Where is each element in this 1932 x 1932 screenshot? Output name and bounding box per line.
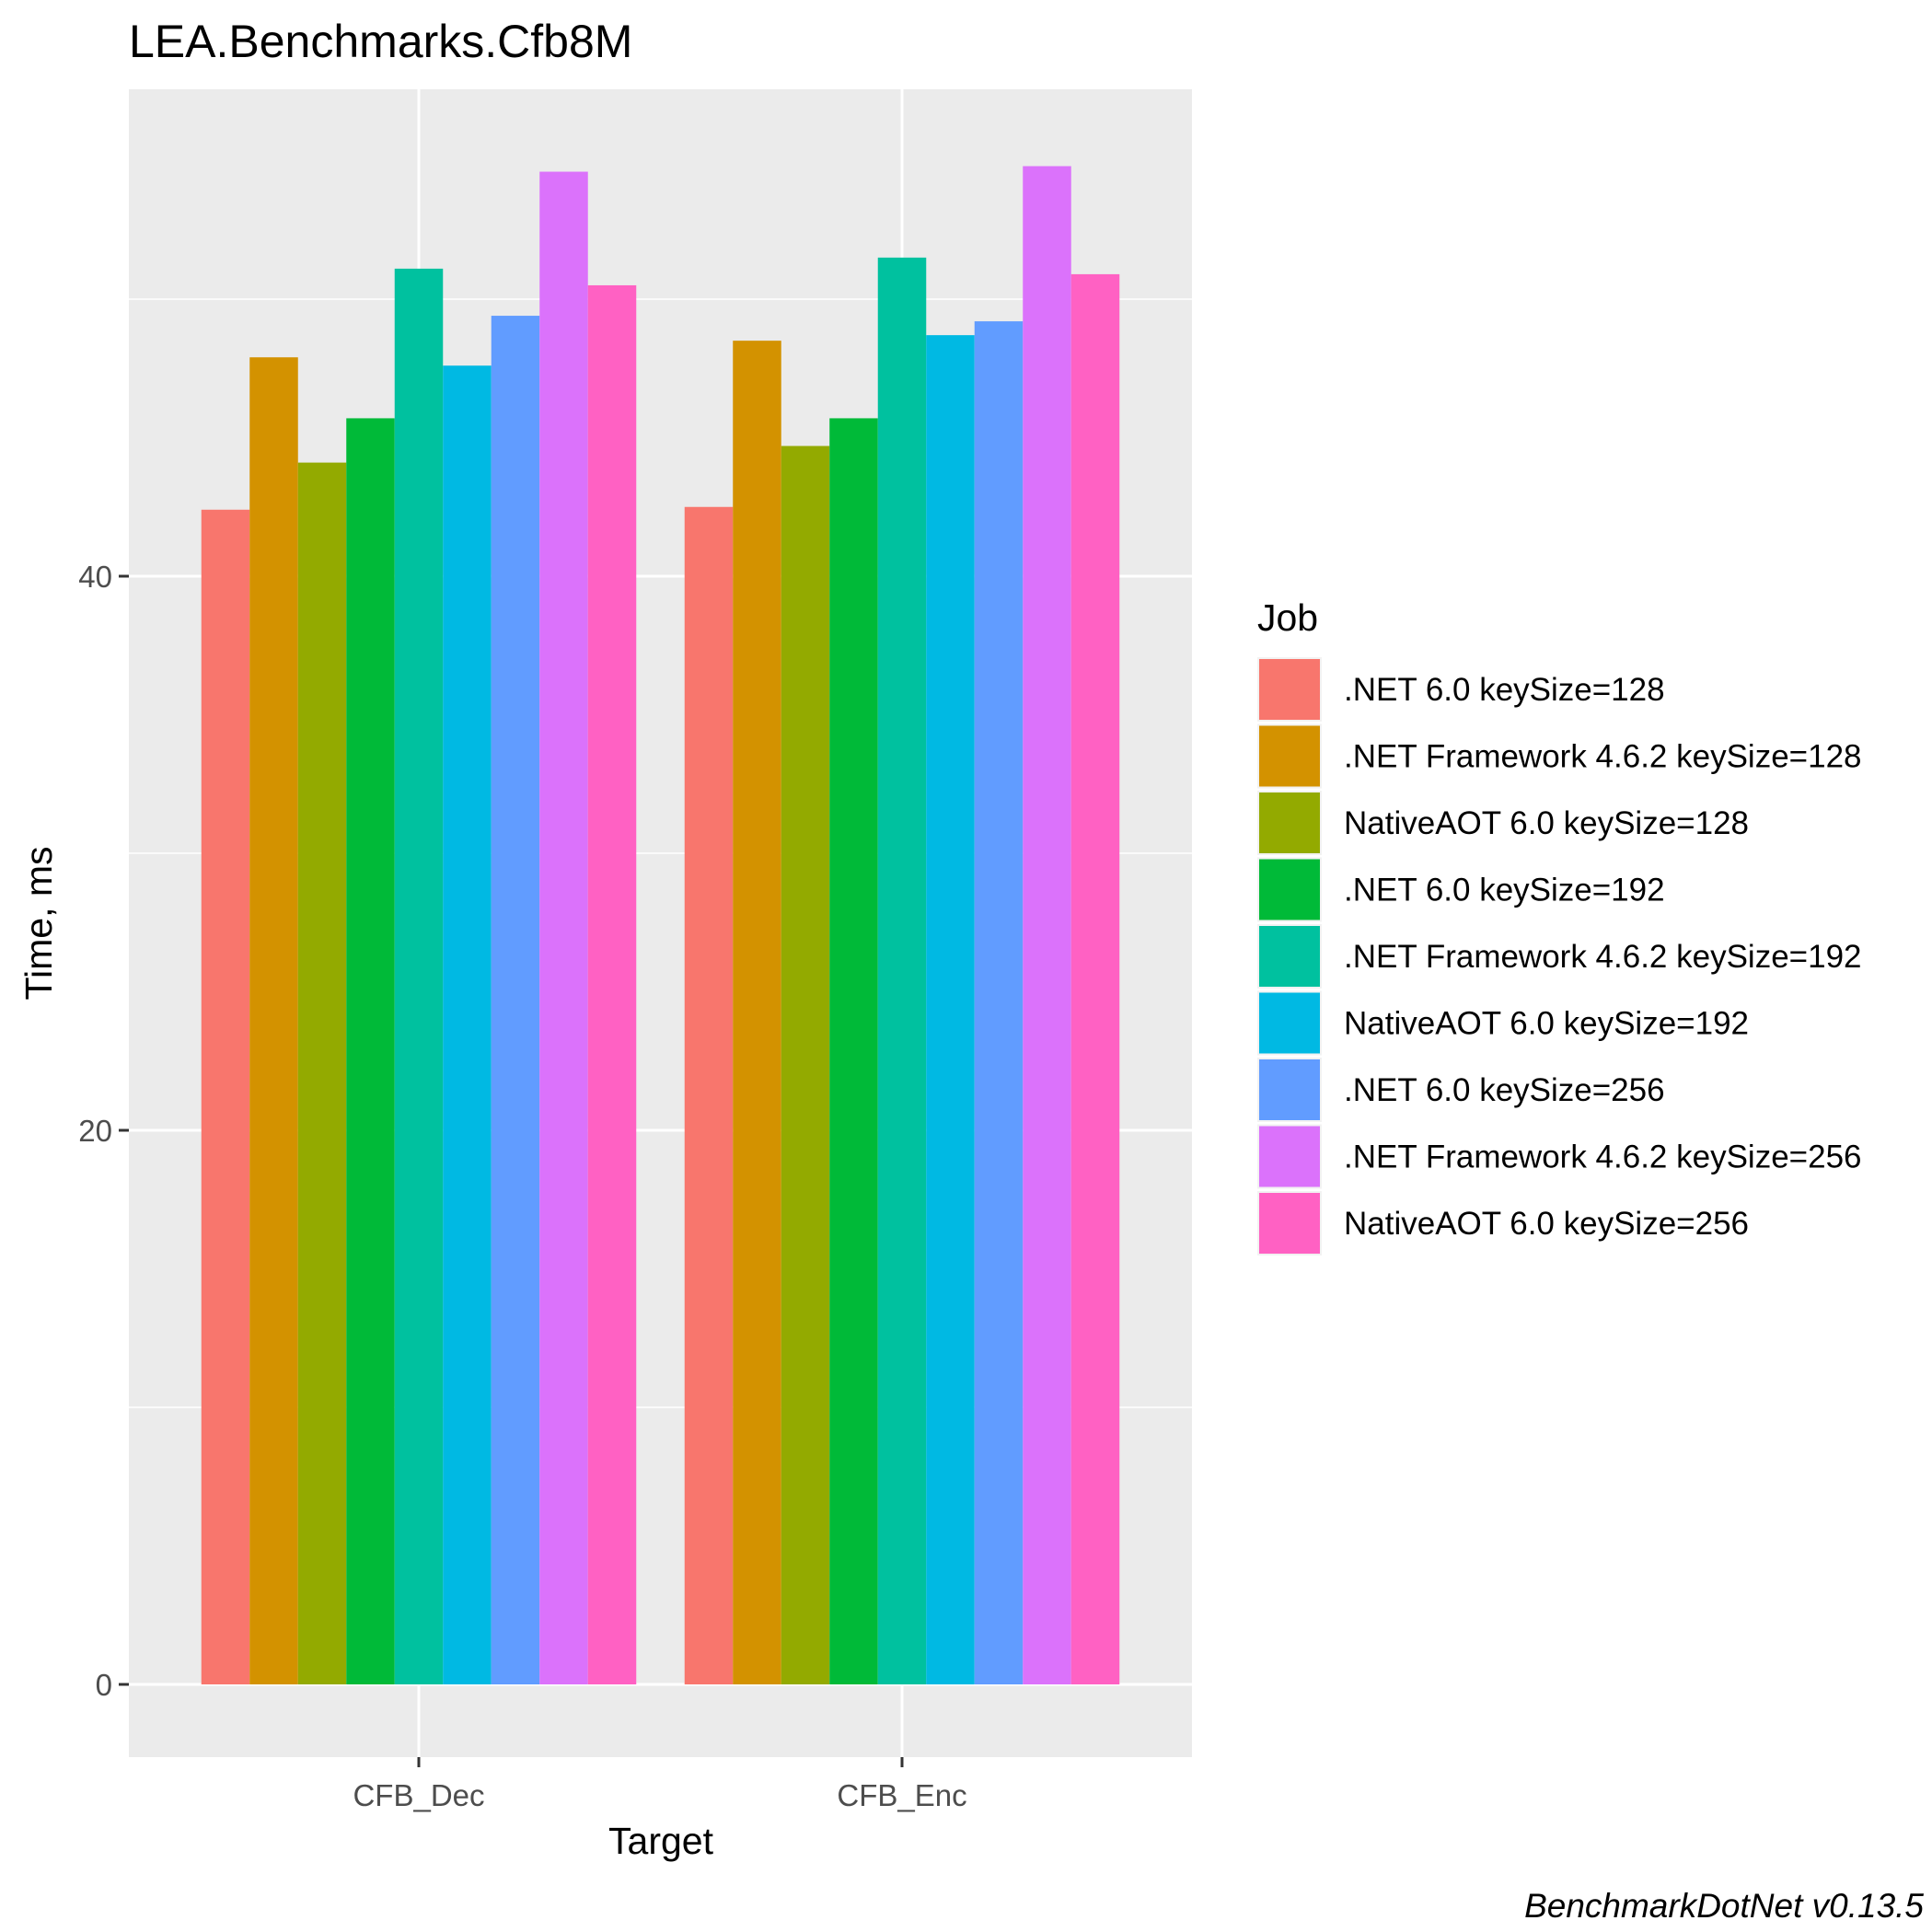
caption: BenchmarkDotNet v0.13.5 [1524,1887,1924,1925]
bar [297,462,347,1685]
bar [443,365,492,1684]
x-tick-label: CFB_Dec [353,1778,484,1812]
legend-swatch [1259,725,1320,787]
bar [1023,166,1071,1684]
bar [877,257,927,1685]
x-axis: CFB_Dec CFB_Enc [353,1757,967,1812]
y-axis: 0 20 40 [78,560,129,1702]
legend-label: .NET Framework 4.6.2 keySize=128 [1344,739,1862,775]
bar [201,509,250,1684]
bar [926,335,975,1684]
legend: Job .NET 6.0 keySize=128 .NET Framework 4… [1257,596,1862,1255]
legend-swatch [1259,992,1320,1054]
legend-label: NativeAOT 6.0 keySize=256 [1344,1206,1749,1242]
bars [201,166,1120,1685]
legend-label: .NET 6.0 keySize=128 [1344,672,1665,708]
legend-label: .NET Framework 4.6.2 keySize=192 [1344,939,1862,975]
bar [587,284,637,1685]
legend-swatch [1259,1126,1320,1187]
bar [249,357,298,1685]
legend-swatch [1259,859,1320,920]
bar [829,418,878,1685]
x-axis-title: Target [608,1820,714,1862]
legend-label: .NET 6.0 keySize=256 [1344,1072,1665,1108]
y-tick-label: 40 [78,560,112,594]
legend-swatch [1259,926,1320,987]
bar [781,445,830,1684]
y-tick-label: 20 [78,1114,112,1148]
bar [491,316,540,1684]
legend-swatch [1259,792,1320,853]
bar [974,321,1024,1685]
bar [539,171,588,1684]
bar [346,418,395,1685]
legend-title: Job [1257,596,1318,639]
legend-label: .NET Framework 4.6.2 keySize=256 [1344,1140,1862,1175]
legend-swatch [1259,1059,1320,1120]
bar [394,268,444,1684]
bar [684,506,734,1684]
y-tick-label: 0 [96,1668,112,1702]
legend-label: NativeAOT 6.0 keySize=192 [1344,1006,1749,1042]
legend-swatch [1259,659,1320,720]
legend-label: .NET 6.0 keySize=192 [1344,873,1665,908]
bar [1070,273,1120,1684]
chart-title: LEA.Benchmarks.Cfb8M [129,16,632,67]
y-axis-title: Time, ms [17,846,60,1000]
bar [733,341,781,1684]
x-tick-label: CFB_Enc [837,1778,966,1812]
legend-label: NativeAOT 6.0 keySize=128 [1344,805,1749,841]
legend-swatch [1259,1193,1320,1254]
